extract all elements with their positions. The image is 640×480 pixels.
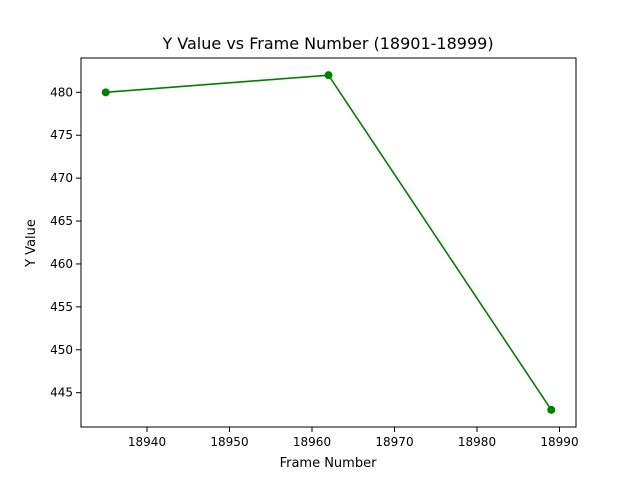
y-axis-label: Y Value [24,219,39,268]
x-tick-label: 18950 [210,435,248,449]
data-point [101,88,110,97]
series-layer [101,71,556,414]
data-point [547,405,556,414]
y-tick-label: 480 [50,85,73,99]
series-line [105,74,552,411]
data-point [324,71,333,80]
y-tick-label: 475 [50,128,73,142]
x-axis: 18940 18950 18960 18970 18980 18990 [128,427,579,449]
y-axis: 445 450 455 460 465 470 475 480 [50,85,81,400]
y-tick-label: 470 [50,171,73,185]
y-tick-label: 460 [50,257,73,271]
x-tick-label: 18990 [540,435,578,449]
x-tick-label: 18940 [128,435,166,449]
x-axis-label: Frame Number [280,456,378,471]
x-tick-label: 18960 [293,435,331,449]
x-tick-label: 18980 [458,435,496,449]
chart-title: Y Value vs Frame Number (18901-18999) [161,34,493,53]
x-tick-label: 18970 [375,435,413,449]
y-tick-label: 450 [50,343,73,357]
y-tick-label: 455 [50,300,73,314]
y-tick-label: 465 [50,214,73,228]
plot-frame [80,57,577,428]
y-tick-label: 445 [50,386,73,400]
plot-area [80,57,577,428]
